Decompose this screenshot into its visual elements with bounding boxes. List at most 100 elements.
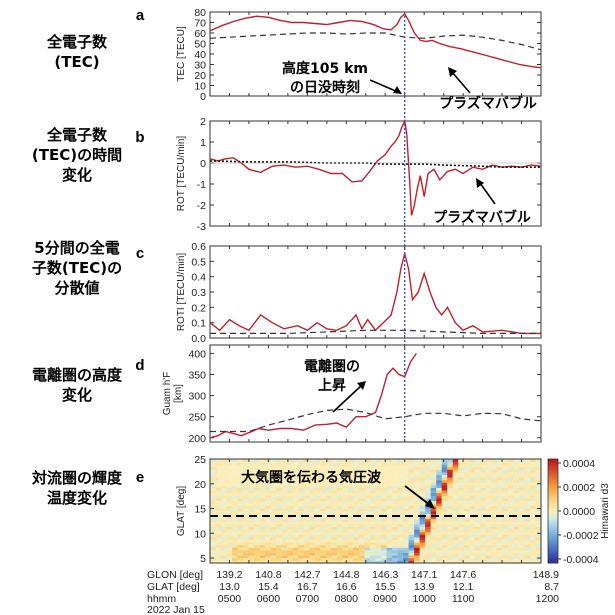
heatmap-cell (237, 490, 244, 494)
heatmap-cell (502, 487, 509, 491)
heatmap-cell (210, 544, 216, 548)
heatmap-cell (518, 511, 525, 514)
arrow-head (393, 86, 402, 94)
heatmap-cell (243, 511, 250, 514)
heatmap-cell (392, 459, 398, 462)
heatmap-cell (386, 464, 393, 468)
heatmap-cell (436, 524, 443, 527)
heatmap-cell (480, 552, 487, 556)
heatmap-cell (463, 537, 470, 540)
heatmap-cell (287, 464, 294, 468)
heatmap-cell (419, 511, 426, 514)
heatmap-cell (524, 464, 531, 468)
colorbar-segment (548, 490, 558, 493)
heatmap-cell (436, 485, 443, 488)
heatmap-cell (436, 498, 443, 501)
heatmap-cell (248, 560, 255, 564)
heatmap-cell (381, 459, 387, 462)
heatmap-cell (221, 487, 227, 491)
heatmap-cell (298, 500, 305, 504)
heatmap-cell (524, 552, 531, 556)
heatmap-cell (441, 524, 448, 527)
heatmap-cell (507, 495, 514, 499)
heatmap-cell (210, 516, 216, 520)
left-label-line: (TEC) (54, 53, 99, 71)
heatmap-cell (452, 492, 459, 496)
heatmap-cell (397, 552, 404, 556)
heatmap-cell (425, 513, 432, 517)
heatmap-cell (436, 500, 443, 504)
heatmap-cell (270, 464, 277, 468)
heatmap-cell (419, 524, 426, 527)
heatmap-cell (491, 544, 498, 548)
heatmap-cell (232, 459, 238, 462)
heatmap-cell (397, 537, 404, 540)
heatmap-cell (226, 547, 233, 551)
heatmap-cell (496, 521, 503, 525)
heatmap-cell (529, 537, 536, 540)
x-row-value: 0700 (296, 593, 320, 605)
heatmap-cell (518, 547, 525, 551)
heatmap-cell (358, 537, 365, 540)
heatmap-cell (474, 547, 481, 551)
heatmap-cell (292, 492, 299, 496)
heatmap-cell (375, 518, 382, 522)
heatmap-cell (325, 544, 332, 548)
heatmap-cell (485, 511, 492, 514)
heatmap-cell (474, 461, 481, 465)
heatmap-cell (298, 547, 305, 551)
heatmap-cell (408, 482, 415, 486)
heatmap-cell (259, 518, 266, 522)
heatmap-cell (287, 461, 294, 465)
heatmap-cell (215, 464, 222, 468)
heatmap-cell (364, 503, 371, 507)
heatmap-cell (430, 477, 437, 481)
heatmap-cell (474, 531, 481, 535)
x-row-value: 0900 (374, 593, 398, 605)
colorbar-segment (548, 467, 558, 470)
heatmap-cell (491, 529, 498, 533)
x-axis-footer: GLON [deg] 139.2 140.8 142.7 144.8 146.3 147.1… (147, 569, 559, 615)
heatmap-cell (408, 472, 415, 475)
x-row-label: GLON [deg] (147, 569, 203, 581)
heatmap-cell (419, 466, 426, 470)
heatmap-cell (298, 552, 305, 556)
heatmap-cell (309, 495, 316, 499)
heatmap-cell (237, 485, 244, 488)
heatmap-cell (535, 555, 542, 559)
heatmap-cell (226, 531, 233, 535)
heatmap-cell (452, 469, 459, 473)
heatmap-cell (226, 516, 233, 520)
heatmap-cell (408, 466, 415, 470)
heatmap-cell (414, 539, 421, 543)
heatmap-cell (358, 459, 365, 462)
heatmap-cell (502, 552, 509, 556)
panel-letter: c (136, 245, 144, 262)
heatmap-cell (441, 482, 448, 486)
heatmap-cell (347, 508, 354, 512)
colorbar-segment (548, 475, 558, 479)
heatmap-cell (237, 557, 244, 561)
x-row-value: 146.3 (372, 569, 398, 581)
heatmap-cell (287, 544, 294, 548)
heatmap-cell (221, 552, 227, 556)
heatmap-cell (485, 492, 492, 496)
heatmap-cell (474, 518, 481, 522)
heatmap-cell (474, 466, 481, 470)
annotation-arrow (369, 79, 399, 93)
heatmap-cell (303, 492, 310, 496)
heatmap-cell (403, 552, 409, 556)
heatmap-cell (243, 539, 250, 543)
annotation-plasma-bubble: プラズマバブル (439, 95, 537, 112)
heatmap-cell (353, 557, 360, 561)
heatmap-cell (403, 539, 409, 543)
heatmap-cell (485, 479, 492, 483)
heatmap-cell (336, 547, 343, 551)
heatmap-cell (331, 487, 338, 491)
heatmap-cell (392, 534, 398, 538)
heatmap-cell (281, 544, 288, 548)
heatmap-cell (347, 498, 354, 501)
heatmap-cell (502, 492, 509, 496)
heatmap-cell (408, 500, 415, 504)
heatmap-cell (303, 505, 310, 509)
